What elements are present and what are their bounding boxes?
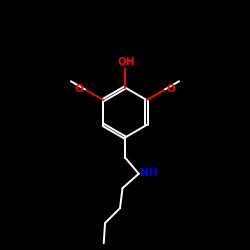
Text: O: O: [75, 84, 84, 94]
Text: O: O: [166, 84, 175, 94]
Text: OH: OH: [118, 57, 135, 67]
Text: NH: NH: [140, 168, 158, 178]
